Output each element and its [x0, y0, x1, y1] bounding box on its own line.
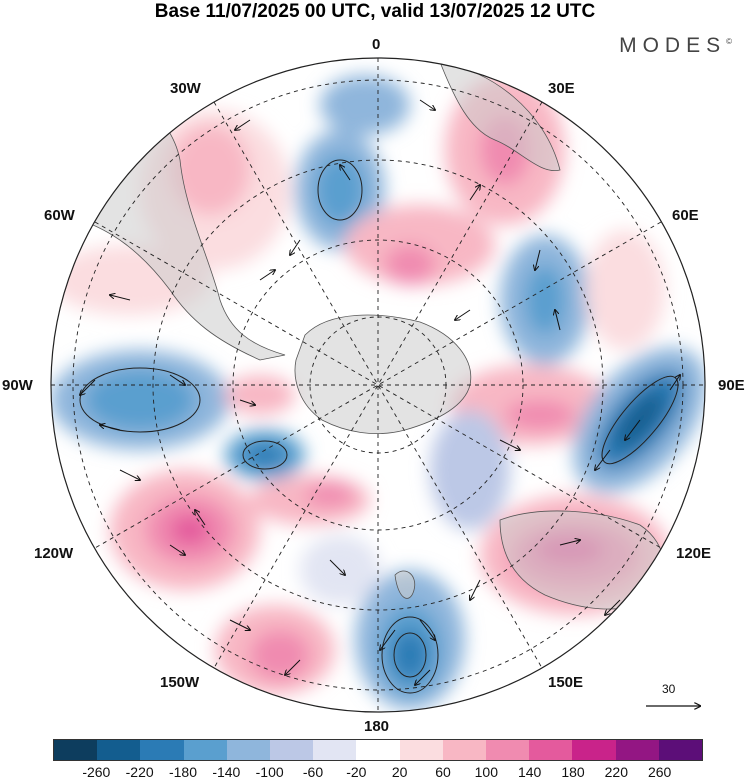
- lon-label-60e: 60E: [672, 207, 699, 224]
- lon-label-120w: 120W: [34, 545, 74, 562]
- colorbar-swatch: [486, 740, 530, 760]
- lon-label-30e: 30E: [548, 80, 575, 97]
- graticule: [51, 58, 705, 712]
- brand-mark: ©: [726, 37, 732, 46]
- colorbar-tick-label: -60: [302, 764, 324, 780]
- colorbar-ticks: -260 -220 -180 -140 -100 -60 -20 20 60 100 140 180 2…: [0, 764, 750, 782]
- colorbar-tick-label: 180: [561, 764, 585, 780]
- colorbar-swatch: [97, 740, 141, 760]
- colorbar-swatch: [615, 740, 659, 760]
- map-title: Base 11/07/2025 00 UTC, valid 13/07/2025…: [154, 1, 596, 22]
- brand-logo: MODES©: [619, 34, 732, 58]
- colorbar-swatch: [270, 740, 314, 760]
- colorbar-swatch: [399, 740, 443, 760]
- colorbar-tick-label: 100: [474, 764, 499, 780]
- colorbar-tick-label: 60: [435, 764, 451, 780]
- colorbar-tick-label: 220: [604, 764, 629, 780]
- reference-vector-label: 30: [662, 682, 676, 696]
- wind-vectors: [80, 99, 680, 685]
- colorbar-tick-label: -140: [212, 764, 241, 780]
- colorbar-swatch: [313, 740, 357, 760]
- contour-lines: [79, 159, 679, 694]
- lon-label-90e: 90E: [718, 377, 745, 394]
- colorbar-tick-label: -260: [82, 764, 111, 780]
- colorbar-swatch: [658, 740, 703, 760]
- lon-label-30w: 30W: [170, 80, 201, 97]
- anomaly-field: [51, 75, 705, 710]
- colorbar-swatch: [572, 740, 616, 760]
- lon-label-150e: 150E: [548, 674, 584, 691]
- lon-label-0: 0: [372, 36, 381, 53]
- colorbar-swatch: [442, 740, 487, 760]
- colorbar-tick-label: -180: [168, 764, 198, 780]
- colorbar-tick-label: 140: [517, 764, 542, 780]
- lon-label-180: 180: [364, 718, 390, 735]
- lon-label-90w: 90W: [2, 377, 33, 394]
- colorbar-swatch: [529, 740, 573, 760]
- lon-label-60w: 60W: [44, 207, 75, 224]
- lon-label-150w: 150W: [160, 674, 200, 691]
- colorbar-swatch: [226, 740, 271, 760]
- colorbar-tick-label: 20: [391, 764, 408, 780]
- colorbar-swatch: [140, 740, 184, 760]
- colorbar-tick-label: -220: [125, 764, 154, 780]
- colorbar-swatch: [183, 740, 227, 760]
- brand-text: MODES: [619, 34, 727, 57]
- colorbar-tick-label: 260: [647, 764, 672, 780]
- colorbar-tick-label: -100: [255, 764, 284, 780]
- colorbar-tick-label: -20: [346, 764, 367, 780]
- colorbar-swatch: [356, 740, 400, 760]
- map-boundary: [50, 57, 706, 713]
- colorbar-swatch: [54, 740, 98, 760]
- colorbar: [53, 739, 703, 761]
- lon-label-120e: 120E: [676, 545, 712, 562]
